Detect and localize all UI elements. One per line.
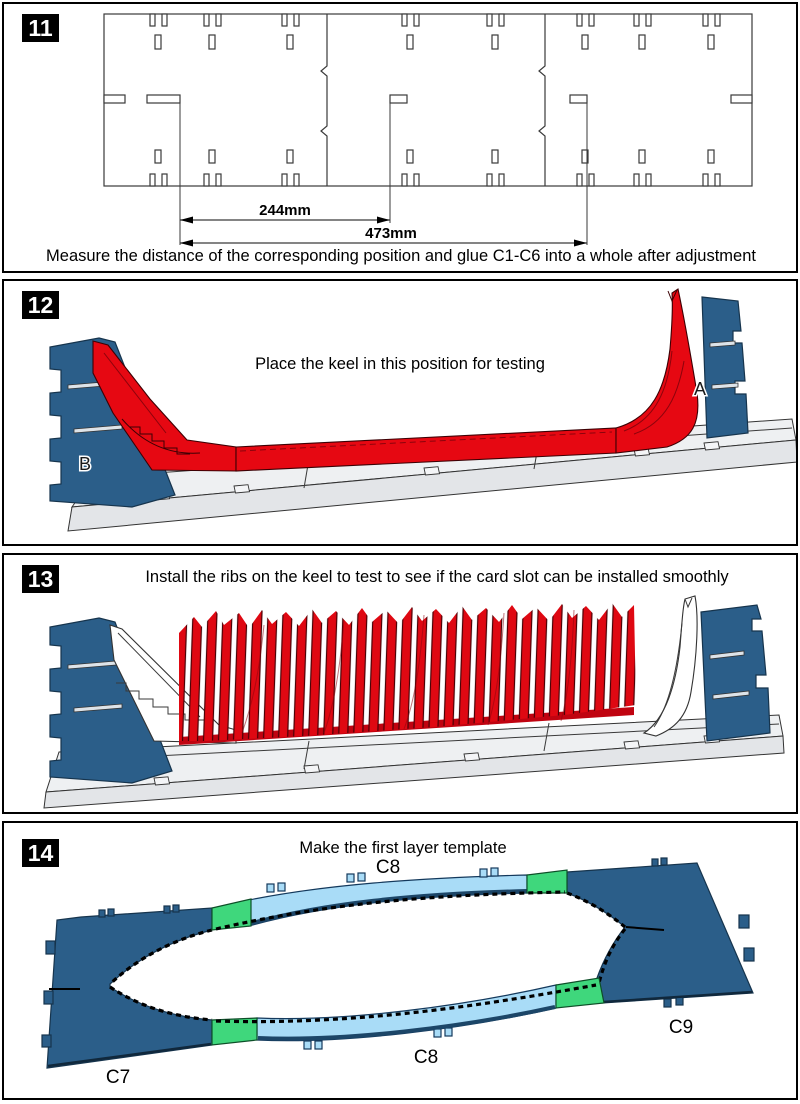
jig-board-outline	[103, 13, 753, 187]
dimension-473mm: 473mm	[365, 225, 417, 242]
jig-base-drawing: 244mm 473mm	[103, 13, 753, 247]
label-c8-bottom: C8	[414, 1047, 438, 1068]
bow-former	[700, 604, 771, 742]
serrated-inner-edge	[215, 890, 566, 931]
panel-step-12: 12	[2, 279, 798, 546]
label-c9: C9	[669, 1017, 693, 1038]
template-right-cap-c9	[566, 857, 755, 1008]
bow-former-a	[701, 296, 749, 439]
stern-former	[49, 617, 173, 784]
label-bow-former-a: A	[694, 379, 706, 399]
panel-step-13: 13	[2, 553, 798, 814]
keel-test-drawing: B A	[49, 288, 796, 532]
ribs-test-drawing	[43, 595, 785, 809]
label-c7: C7	[106, 1067, 130, 1088]
keel-bow-curve	[615, 288, 699, 454]
template-green-connectors	[211, 869, 605, 1046]
panel-step-11: 11	[2, 2, 798, 273]
bow-frame-outline	[642, 595, 698, 737]
glue-joint-line	[320, 14, 328, 186]
first-layer-template-drawing: C8 C8 C7 C9	[41, 857, 755, 1088]
glue-joint-line	[538, 14, 546, 186]
dimension-lines: 244mm 473mm	[179, 103, 588, 247]
step-13-caption: Install the ribs on the keel to test to …	[145, 568, 729, 586]
step-11-caption: Measure the distance of the correspondin…	[46, 247, 756, 265]
step-number-badge: 11	[22, 14, 59, 42]
keel-slit	[625, 926, 665, 931]
board-slots	[103, 13, 753, 187]
panel-step-14: 14	[2, 821, 798, 1100]
step-12-caption: Place the keel in this position for test…	[255, 355, 545, 373]
step-number-badge: 12	[22, 291, 59, 319]
step-number-badge: 14	[22, 839, 59, 867]
rib-cage	[179, 603, 636, 741]
step-14-caption: Make the first layer template	[299, 839, 507, 857]
label-c8-top: C8	[376, 857, 400, 878]
template-bottom-strip-c8	[256, 984, 557, 1050]
dimension-244mm: 244mm	[259, 202, 311, 219]
template-left-cap-c7	[41, 904, 213, 1069]
label-stern-former-b: B	[79, 454, 91, 474]
stern-former-b	[49, 337, 176, 508]
step-number-badge: 13	[22, 565, 59, 593]
